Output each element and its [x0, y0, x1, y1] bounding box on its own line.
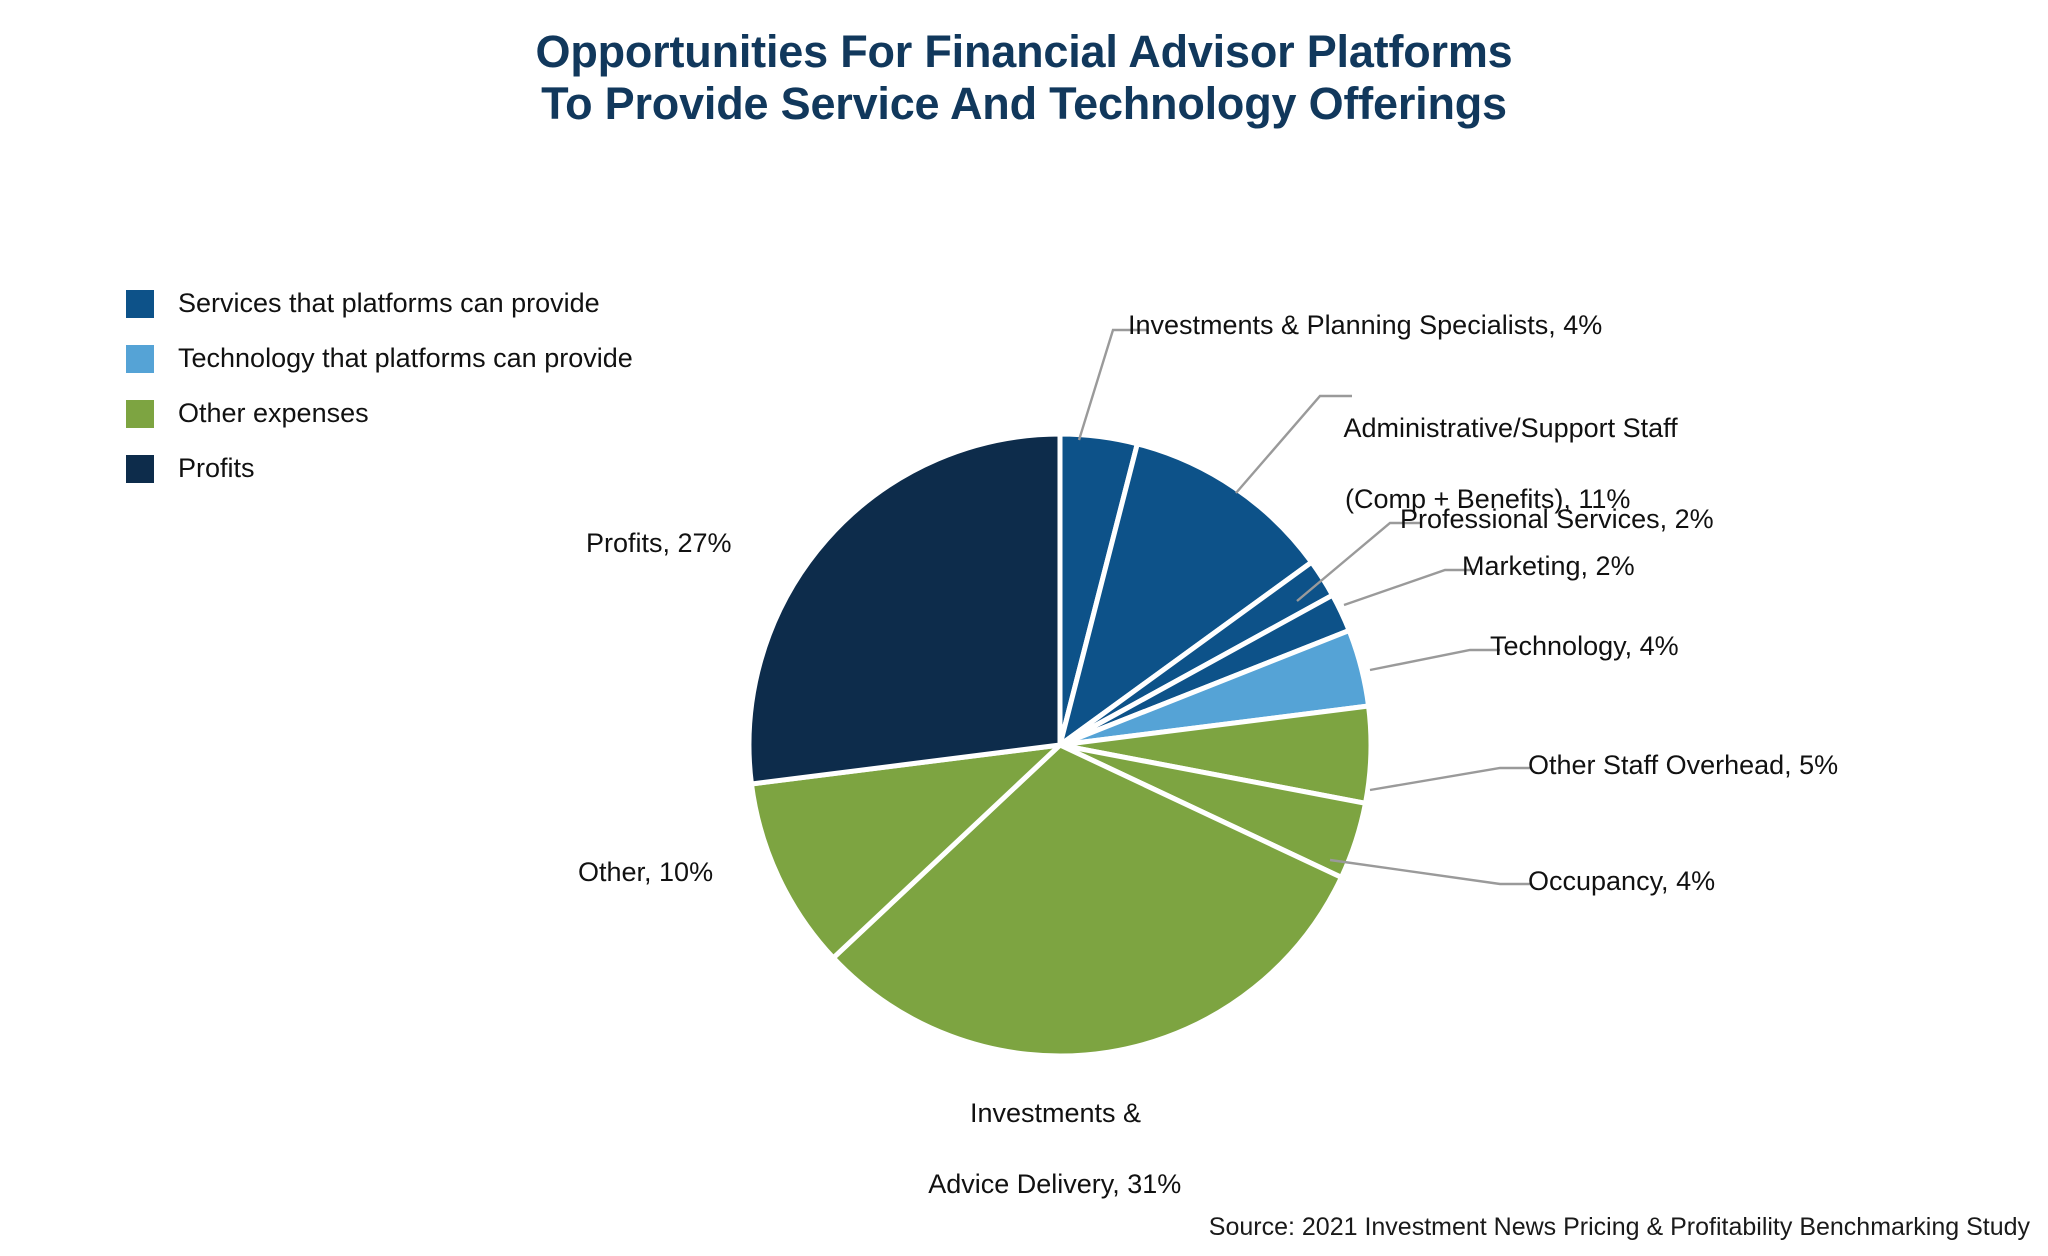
pie-slice[interactable]	[1057, 703, 1374, 806]
page-title-line-1: Opportunities For Financial Advisor Plat…	[535, 26, 1513, 77]
callout-admin-support-line-1: Administrative/Support Staff	[1343, 412, 1678, 443]
callout-advice-delivery: Investments & Advice Delivery, 31%	[828, 1060, 1268, 1203]
leader-line-technology	[1369, 648, 1500, 672]
pie-slice[interactable]	[1057, 441, 1315, 748]
pie-slice[interactable]	[1057, 592, 1352, 748]
pie-slices-group	[746, 431, 1374, 1059]
page-title: Opportunities For Financial Advisor Plat…	[0, 26, 2048, 130]
chart-legend: Services that platforms can provide Tech…	[126, 276, 766, 496]
legend-swatch-profits	[126, 454, 154, 483]
callout-advice-delivery-line-2: Advice Delivery, 31%	[928, 1168, 1182, 1199]
callout-occupancy: Occupancy, 4%	[1528, 866, 1716, 896]
callout-profits: Profits, 27%	[586, 528, 732, 558]
leader-line-occupancy	[1329, 858, 1530, 886]
pie-slice[interactable]	[746, 431, 1063, 787]
callout-other-staff-overhead: Other Staff Overhead, 5%	[1528, 750, 1839, 780]
callout-marketing: Marketing, 2%	[1462, 551, 1635, 581]
legend-item-other-expenses[interactable]: Other expenses	[126, 386, 766, 441]
callout-other: Other, 10%	[578, 857, 714, 887]
pie-slice[interactable]	[1057, 559, 1336, 748]
legend-item-profits[interactable]: Profits	[126, 441, 766, 496]
pie-slice[interactable]	[1057, 431, 1140, 748]
legend-label-other-expenses: Other expenses	[178, 398, 369, 428]
callout-admin-support-line-2: (Comp + Benefits), 11%	[1345, 483, 1631, 514]
legend-label-profits: Profits	[178, 453, 255, 483]
callout-admin-support: Administrative/Support Staff (Comp + Ben…	[1330, 375, 1678, 518]
legend-label-technology: Technology that platforms can provide	[178, 343, 633, 373]
pie-slice[interactable]	[1057, 742, 1368, 880]
legend-swatch-other-expenses	[126, 399, 154, 428]
legend-item-technology[interactable]: Technology that platforms can provide	[126, 331, 766, 386]
legend-swatch-services	[126, 289, 154, 318]
callout-investments-planning: Investments & Planning Specialists, 4%	[1128, 310, 1603, 340]
source-note: Source: 2021 Investment News Pricing & P…	[1208, 1213, 2030, 1241]
page-title-line-2: To Provide Service And Technology Offeri…	[541, 78, 1507, 130]
pie-slice[interactable]	[1057, 628, 1372, 748]
leader-line-investments-planning	[1077, 328, 1148, 441]
legend-item-services[interactable]: Services that platforms can provide	[126, 276, 766, 331]
legend-label-services: Services that platforms can provide	[178, 288, 600, 318]
callout-technology: Technology, 4%	[1490, 631, 1679, 661]
pie-slice[interactable]	[748, 742, 1063, 961]
pie-slice[interactable]	[830, 742, 1344, 1059]
callout-professional-services: Professional Services, 2%	[1400, 504, 1714, 534]
leader-line-other-staff-overhead	[1369, 766, 1530, 792]
callout-advice-delivery-line-1: Investments &	[969, 1097, 1142, 1128]
legend-swatch-technology	[126, 344, 154, 373]
leader-line-marketing	[1343, 568, 1475, 607]
